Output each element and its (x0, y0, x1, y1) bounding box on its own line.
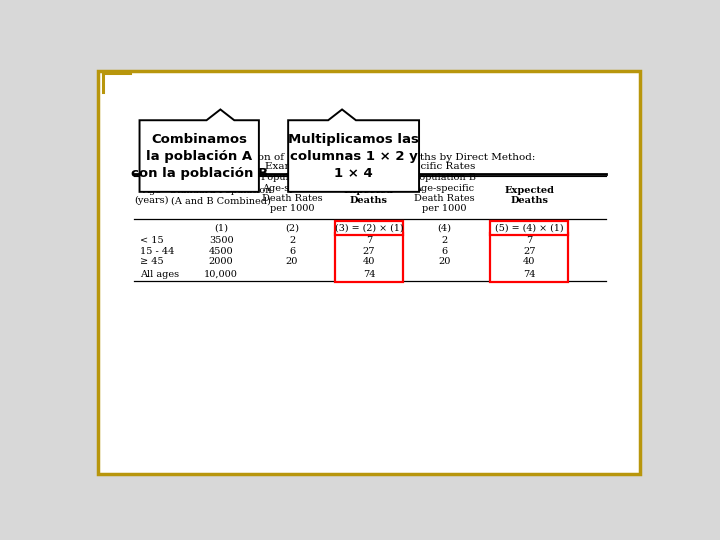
Text: (3) = (2) × (1): (3) = (2) × (1) (335, 224, 403, 233)
Text: Expected
Deaths: Expected Deaths (504, 186, 554, 205)
Text: TABLE  13–5: TABLE 13–5 (140, 153, 214, 161)
Text: (2): (2) (285, 224, 299, 233)
Text: 74: 74 (363, 270, 375, 279)
Text: All ages: All ages (140, 270, 179, 279)
Text: Computation of Expected Number of Deaths by Direct Method:: Computation of Expected Number of Deaths… (196, 153, 535, 161)
Text: 27: 27 (363, 247, 375, 255)
Text: 6: 6 (289, 247, 295, 255)
Text: (3) = (2) × (1): (3) = (2) × (1) (335, 224, 403, 233)
Text: (1): (1) (214, 224, 228, 233)
Text: 2000: 2000 (209, 258, 233, 266)
Text: Multiplicamos las
columnas 1 × 2 y
1 × 4: Multiplicamos las columnas 1 × 2 y 1 × 4 (288, 132, 419, 179)
Text: (4): (4) (438, 224, 451, 233)
Text: 27: 27 (523, 247, 536, 255)
Text: 40: 40 (363, 258, 375, 266)
Text: Population B
Age-specific
Death Rates
per 1000: Population B Age-specific Death Rates pe… (413, 173, 476, 213)
Text: 20: 20 (438, 258, 451, 266)
Text: ≥ 45: ≥ 45 (140, 258, 164, 266)
Text: 74: 74 (523, 270, 536, 279)
Polygon shape (288, 110, 419, 192)
Text: 10,000: 10,000 (204, 270, 238, 279)
Text: 40: 40 (523, 258, 536, 266)
Text: 7: 7 (526, 236, 532, 245)
Text: 15 - 44: 15 - 44 (140, 247, 175, 255)
FancyBboxPatch shape (98, 71, 640, 475)
Text: Population A
Age-specific
Death Rates
per 1000: Population A Age-specific Death Rates pe… (261, 173, 323, 213)
Polygon shape (140, 110, 259, 192)
FancyBboxPatch shape (490, 233, 568, 281)
Text: 7: 7 (366, 236, 372, 245)
Text: 3500: 3500 (209, 236, 233, 245)
FancyBboxPatch shape (335, 233, 403, 281)
Text: 2: 2 (289, 236, 295, 245)
Text: Combinamos
la población A
con la población B: Combinamos la población A con la poblaci… (130, 132, 268, 179)
Text: (5) = (4) × (1): (5) = (4) × (1) (495, 224, 564, 233)
Text: 2: 2 (441, 236, 448, 245)
Text: Expected
Deaths: Expected Deaths (344, 186, 394, 205)
FancyBboxPatch shape (335, 221, 403, 234)
Text: 20: 20 (286, 258, 298, 266)
Text: (5) = (4) × (1): (5) = (4) × (1) (495, 224, 564, 233)
Text: Standard Population
(A and B Combined): Standard Population (A and B Combined) (171, 186, 272, 205)
Text: 6: 6 (441, 247, 448, 255)
Text: < 15: < 15 (140, 236, 164, 245)
Text: Age
(years): Age (years) (135, 186, 169, 206)
Text: Example 1: Identical Age-Specific Rates: Example 1: Identical Age-Specific Rates (265, 162, 475, 171)
FancyBboxPatch shape (490, 221, 568, 234)
Text: 4500: 4500 (209, 247, 233, 255)
